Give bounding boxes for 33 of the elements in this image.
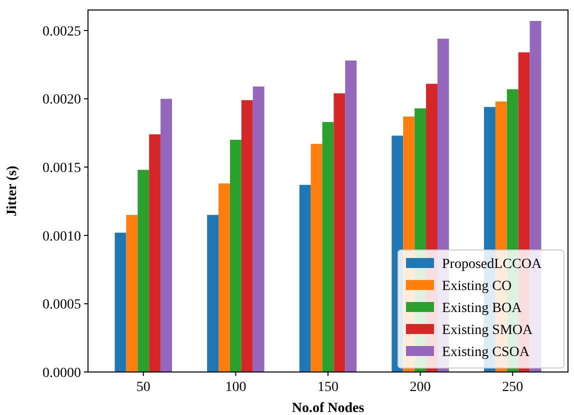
bar <box>160 98 172 372</box>
y-tick-label: 0.0005 <box>42 298 81 313</box>
bar <box>149 134 161 372</box>
bar <box>126 214 138 372</box>
bar <box>241 100 253 372</box>
bar <box>230 140 242 372</box>
y-tick-label: 0.0025 <box>42 24 81 40</box>
legend-label: Existing BOA <box>442 300 523 316</box>
bar <box>252 86 264 372</box>
bar <box>334 93 346 372</box>
y-axis-title: Jitter (s) <box>5 165 20 216</box>
bar <box>310 144 322 372</box>
y-tick-label: 0.0000 <box>42 366 81 381</box>
y-tick-label: 0.0020 <box>42 92 81 108</box>
legend-label: Existing CO <box>442 278 512 294</box>
legend-label: Existing CSOA <box>442 344 530 360</box>
legend-label: ProposedLCCOA <box>442 256 542 272</box>
bar <box>207 214 219 372</box>
x-tick-label: 250 <box>502 380 524 395</box>
legend-label: Existing SMOA <box>442 322 534 338</box>
bar <box>218 183 230 372</box>
y-tick-label: 0.0010 <box>42 229 81 244</box>
x-axis-title: No.of Nodes <box>292 401 365 415</box>
y-tick-label: 0.0015 <box>42 160 81 176</box>
x-tick-label: 200 <box>410 380 431 395</box>
x-tick-label: 150 <box>318 380 338 395</box>
x-tick-label: 50 <box>136 380 150 395</box>
x-tick-label: 100 <box>225 380 246 395</box>
bar <box>114 232 126 372</box>
bar <box>138 170 150 372</box>
bar <box>322 122 334 372</box>
bar <box>345 60 357 372</box>
bar <box>299 184 311 372</box>
